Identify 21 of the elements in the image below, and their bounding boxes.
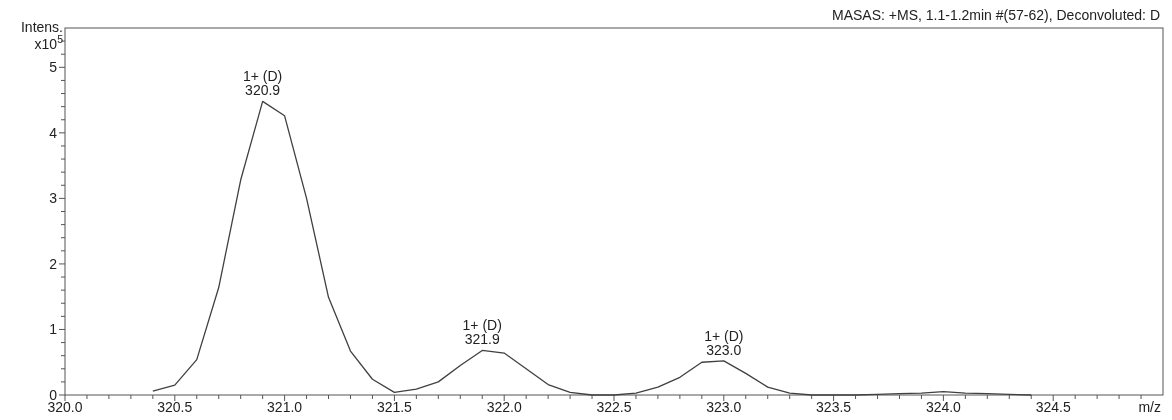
annotation: 1+ (D) 321.9 xyxy=(462,317,502,348)
y-tick-label: 3 xyxy=(49,190,58,207)
chart-title: MASAS: +MS, 1.1-1.2min #(57-62), Deconvoluted: D xyxy=(832,7,1160,23)
x-tick-label: 323.5 xyxy=(816,399,852,415)
line-series xyxy=(152,100,1032,396)
x-tick-label: 322.5 xyxy=(596,399,632,415)
x-tick-label: 321.5 xyxy=(376,399,413,415)
y-axis-title: Intens. x10$^{5}$ xyxy=(20,19,64,52)
x-tick-label: 324.0 xyxy=(925,399,962,415)
annotation: 1+ (D) 323.0 xyxy=(704,327,744,358)
annotation: 1+ (D) 320.9 xyxy=(242,68,283,99)
x-tick-label: 323.0 xyxy=(706,399,742,415)
y-tick-label: 2 xyxy=(49,255,58,272)
x-tick-label: 320.5 xyxy=(157,399,193,415)
y-tick-label: 4 xyxy=(49,124,58,141)
x-axis-title: m/z xyxy=(1138,399,1161,415)
y-tick-label: 1 xyxy=(49,321,58,338)
x-tick-label: 324.5 xyxy=(1035,399,1071,415)
y-tick-label: 5 xyxy=(49,59,58,76)
x-tick-label: 322.0 xyxy=(486,399,522,415)
x-tick-label: 321.0 xyxy=(267,399,303,415)
